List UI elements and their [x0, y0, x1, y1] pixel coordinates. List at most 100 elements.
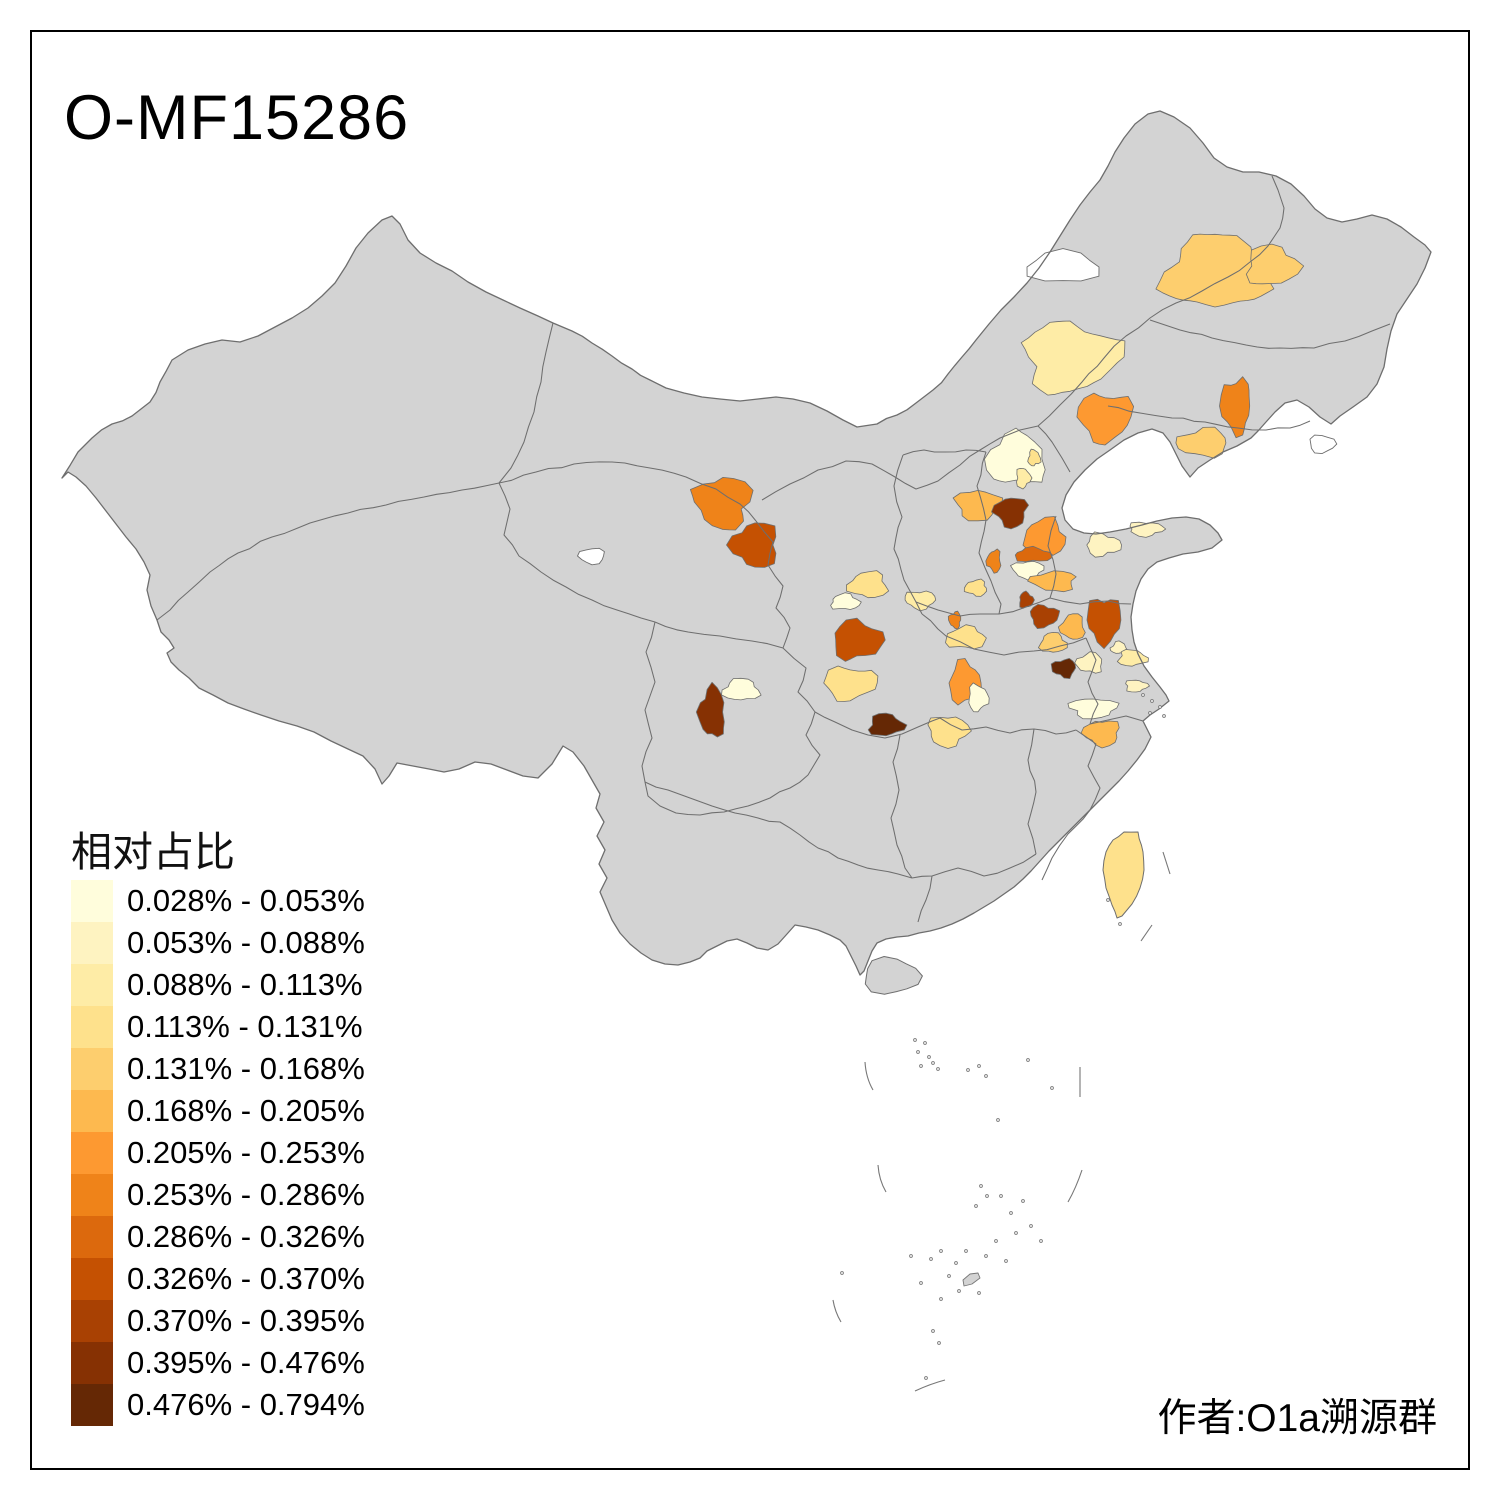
legend-label: 0.028% - 0.053%: [127, 883, 365, 918]
islet-mark: [1014, 1231, 1018, 1235]
islet-mark: [916, 1050, 920, 1054]
legend-row: 0.088% - 0.113%: [71, 964, 365, 1006]
province-border-line: [761, 425, 1039, 501]
islet-mark: [931, 1329, 935, 1333]
hainan-island: [864, 956, 923, 995]
sea-dash: [1140, 924, 1153, 942]
region-patch: [1125, 679, 1150, 693]
region-patch: [1029, 604, 1061, 629]
province-border-line: [998, 597, 1051, 615]
province-border-line: [976, 451, 1002, 615]
islet-mark: [977, 1064, 981, 1068]
legend-row: 0.028% - 0.053%: [71, 880, 365, 922]
region-patch: [985, 548, 1002, 574]
islet-mark: [1148, 711, 1152, 715]
page-title: O-MF15286: [64, 83, 410, 153]
province-border-line: [890, 734, 913, 879]
legend-swatch: [71, 1258, 113, 1300]
islet-mark: [1021, 1199, 1025, 1203]
legend-row: 0.326% - 0.370%: [71, 1258, 365, 1300]
attribution-text: 作者:O1a溯源群: [1157, 1397, 1437, 1440]
province-border-line: [1085, 637, 1099, 725]
province-border-line: [1049, 597, 1132, 605]
country-outline: [61, 110, 1432, 976]
region-patch: [846, 570, 890, 599]
legend-row: 0.370% - 0.395%: [71, 1300, 365, 1342]
islet-mark: [913, 1038, 917, 1042]
region-patch: [945, 624, 987, 650]
legend-swatch: [71, 1132, 113, 1174]
province-border-line: [644, 647, 821, 816]
sea-dash: [1162, 851, 1171, 875]
legend-swatch: [71, 880, 113, 922]
legend-label: 0.053% - 0.088%: [127, 925, 365, 960]
legend-label: 0.395% - 0.476%: [127, 1345, 365, 1380]
islet-mark: [939, 1297, 943, 1301]
legend-label: 0.476% - 0.794%: [127, 1387, 365, 1422]
province-border-line: [814, 711, 941, 739]
islet-mark: [957, 1289, 961, 1293]
province-border-line: [921, 613, 1087, 656]
region-patch: [1016, 468, 1033, 490]
region-patch: [721, 677, 762, 701]
legend-label: 0.131% - 0.168%: [127, 1051, 365, 1086]
sea-dash: [832, 1299, 842, 1323]
taiwan-island: [1102, 831, 1145, 919]
region-patch: [823, 665, 879, 702]
province-border-line: [1047, 515, 1057, 599]
region-patch: [1027, 570, 1077, 593]
region-patch: [1076, 392, 1134, 446]
islet-mark: [1118, 922, 1122, 926]
region-patch: [1086, 598, 1122, 649]
lake: [1309, 434, 1338, 455]
sea-dash: [864, 1061, 874, 1091]
legend-swatch: [71, 1006, 113, 1048]
province-border-line: [911, 853, 1037, 879]
islet-mark: [984, 1074, 988, 1078]
region-patch: [1038, 632, 1068, 653]
province-border-line: [654, 621, 784, 649]
legend: 相对占比 0.028% - 0.053% 0.053% - 0.088% 0.088…: [71, 818, 365, 1426]
legend-label: 0.286% - 0.326%: [127, 1219, 365, 1254]
legend-swatch: [71, 964, 113, 1006]
islet-mark: [947, 1274, 951, 1278]
region-patch: [1022, 516, 1067, 556]
region-patch: [952, 490, 1004, 522]
region-patch: [690, 477, 754, 531]
region-patch: [1014, 545, 1053, 562]
sea-marks: [832, 693, 1171, 1392]
province-border-line: [641, 621, 656, 783]
province-border-line: [939, 717, 1077, 735]
legend-row: 0.168% - 0.205%: [71, 1090, 365, 1132]
islet-mark: [1141, 693, 1145, 697]
sea-dash: [1067, 1169, 1083, 1203]
lake: [1026, 248, 1100, 282]
legend-swatch: [71, 1174, 113, 1216]
province-border-line: [1041, 729, 1101, 881]
mainland-outline: [61, 110, 1432, 976]
islet-mark: [1162, 714, 1166, 718]
legend-label: 0.168% - 0.205%: [127, 1093, 365, 1128]
legend-label: 0.113% - 0.131%: [127, 1009, 363, 1044]
region-patch: [1175, 426, 1227, 459]
legend-swatch: [71, 1048, 113, 1090]
region-patch: [1086, 531, 1122, 558]
islet-mark: [919, 1281, 923, 1285]
province-border-line: [915, 601, 999, 617]
islet-mark: [939, 1249, 943, 1253]
region-patch: [867, 712, 908, 737]
region-patch: [1067, 698, 1120, 720]
province-border-line: [498, 322, 554, 484]
islet-mark: [927, 1055, 931, 1059]
province-border-line: [498, 482, 656, 623]
region-patches: [690, 233, 1305, 749]
province-border-line: [1037, 425, 1071, 473]
islet-mark: [999, 1194, 1003, 1198]
legend-row: 0.286% - 0.326%: [71, 1216, 365, 1258]
islet-mark: [1050, 1086, 1054, 1090]
islet-mark: [909, 1254, 913, 1258]
legend-swatch: [71, 1090, 113, 1132]
region-patch: [726, 522, 777, 568]
province-border-line: [156, 482, 500, 621]
province-borders: [156, 175, 1391, 923]
